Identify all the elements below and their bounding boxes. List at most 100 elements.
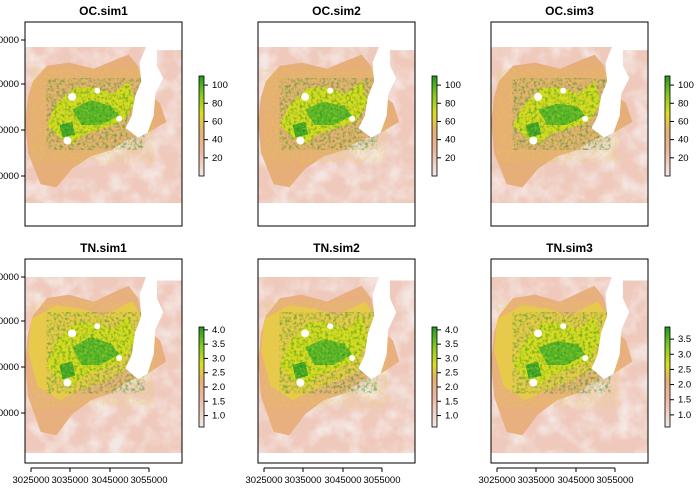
legend-tick-label: 40 [678,135,689,146]
raster-nodata-hole [560,323,567,330]
panel-frame [257,21,416,227]
map-panel: OC.sim1 0000 0000 0000 0000 20 40 60 80 100 [0,4,228,227]
map-panel: OC.sim2 20 40 60 80 100 [257,4,461,227]
raster-nodata-edge [156,47,182,51]
legend-tick-label: 100 [445,80,461,91]
legend-tick-label: 60 [678,116,689,127]
legend-colorbar [198,326,205,428]
x-tick-label: 3055000 [597,475,634,486]
x-tick-label: 3025000 [13,475,50,486]
raster-nodata-hole [63,378,72,387]
panel-frame [24,21,183,227]
raster-nodata-water [125,47,164,138]
y-tick-label: 0000 [0,79,19,90]
legend-tick-label: 100 [212,80,228,91]
map-panel: TN.sim2 3025000 3035000 3045000 3055000 1.0 1.… [246,241,459,486]
raster-nodata-edge [389,47,415,51]
y-tick-label: 0000 [0,362,19,373]
legend-tick-label: 40 [212,135,223,146]
raster-nodata-hole [94,323,101,330]
y-tick-label: 0000 [0,35,19,46]
raster-nodata-hole [327,323,334,330]
legend-tick-label: 80 [678,98,689,109]
legend-colorbar [198,75,205,177]
raster-nodata-hole [94,87,101,94]
legend-tick-label: 3.0 [678,349,691,360]
panel-title: OC.sim1 [79,4,128,18]
panel-frame [490,258,649,464]
raster-nodata-hole [116,354,123,361]
legend-tick-label: 3.0 [445,353,458,364]
legend-colorbar [664,326,671,428]
legend-tick-label: 1.0 [678,410,691,421]
legend-tick-label: 60 [445,116,456,127]
raster-nodata-hole [534,329,543,338]
legend-colorbar [431,75,438,177]
legend-tick-label: 2.5 [445,368,458,379]
raster-nodata-hole [116,115,123,122]
legend-colorbar [664,75,671,177]
legend-tick-label: 2.5 [678,364,691,375]
panel-title: TN.sim2 [313,241,360,255]
raster-nodata-hole [349,115,356,122]
legend-tick-label: 80 [212,98,223,109]
y-tick-label: 0000 [0,316,19,327]
raster-nodata-water [358,277,397,380]
legend-tick-label: 2.0 [678,380,691,391]
x-tick-label: 3025000 [246,475,283,486]
legend-tick-label: 3.5 [212,339,225,350]
raster-nodata-hole [68,329,77,338]
map-panel: TN.sim3 3025000 3035000 3045000 3055000 1.0 1.… [479,241,692,486]
legend-tick-label: 1.0 [445,411,458,422]
legend-tick-label: 2.5 [212,368,225,379]
raster-nodata-water [591,47,630,138]
legend-tick-label: 3.0 [212,353,225,364]
raster-nodata-edge [156,277,182,281]
raster-nodata-water [591,277,630,380]
panel-frame [490,21,649,227]
map-panel: TN.sim1 0000 0000 0000 0000 3025000 3035000 304… [0,241,225,486]
x-tick-label: 3025000 [479,475,516,486]
legend-tick-label: 100 [678,80,694,91]
x-tick-label: 3035000 [518,475,555,486]
raster-nodata-edge [622,47,648,51]
y-tick-label: 0000 [0,408,19,419]
legend-colorbar [431,326,438,428]
x-tick-label: 3055000 [131,475,168,486]
legend-tick-label: 1.0 [212,411,225,422]
raster-nodata-hole [529,136,538,145]
x-tick-label: 3045000 [92,475,129,486]
raster-nodata-hole [534,92,543,101]
raster-nodata-water [125,277,164,380]
y-tick-label: 0000 [0,171,19,182]
y-tick-label: 0000 [0,272,19,283]
legend-tick-label: 2.0 [445,382,458,393]
panel-title: TN.sim3 [546,241,593,255]
legend-tick-label: 40 [445,135,456,146]
raster-nodata-hole [582,354,589,361]
raster-nodata-hole [349,354,356,361]
raster-nodata-hole [301,329,310,338]
raster-nodata-edge [622,277,648,281]
raster-nodata-hole [63,136,72,145]
raster-nodata-hole [68,92,77,101]
raster-nodata-hole [529,378,538,387]
panel-frame [257,258,416,464]
x-tick-label: 3035000 [285,475,322,486]
legend-tick-label: 80 [445,98,456,109]
legend-tick-label: 1.5 [678,395,691,406]
legend-tick-label: 3.5 [445,339,458,350]
raster-nodata-hole [327,87,334,94]
panel-title: OC.sim2 [312,4,361,18]
legend-tick-label: 1.5 [212,396,225,407]
raster-nodata-hole [296,136,305,145]
panel-title: TN.sim1 [80,241,127,255]
x-tick-label: 3055000 [364,475,401,486]
raster-nodata-hole [560,87,567,94]
legend-tick-label: 3.5 [678,334,691,345]
raster-nodata-hole [582,115,589,122]
x-tick-label: 3035000 [52,475,89,486]
legend-tick-label: 4.0 [212,325,225,336]
map-panel: OC.sim3 20 40 60 80 100 [490,4,694,227]
